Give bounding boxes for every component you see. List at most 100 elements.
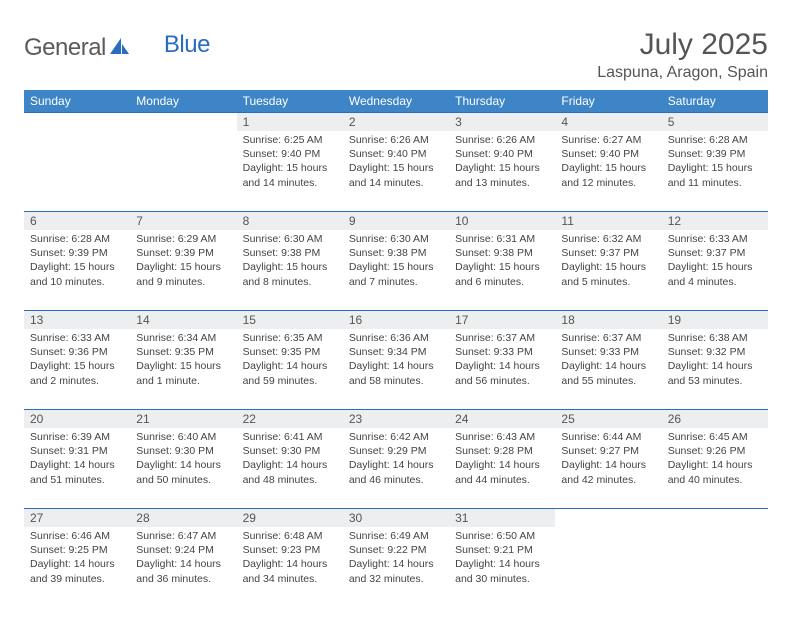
daylight-text: Daylight: 14 hours and 55 minutes. [561,359,655,387]
sunset-text: Sunset: 9:23 PM [243,543,337,557]
day-number: 29 [237,508,343,527]
sunrise-text: Sunrise: 6:26 AM [349,133,443,147]
day-number: 13 [24,310,130,329]
day-number: 15 [237,310,343,329]
daylight-text: Daylight: 14 hours and 56 minutes. [455,359,549,387]
daylight-text: Daylight: 15 hours and 13 minutes. [455,161,549,189]
sunset-text: Sunset: 9:26 PM [668,444,762,458]
day-cell: Sunrise: 6:45 AMSunset: 9:26 PMDaylight:… [662,428,768,493]
sunrise-text: Sunrise: 6:48 AM [243,529,337,543]
day-number: 23 [343,409,449,428]
month-title: July 2025 [597,28,768,62]
day-cell: Sunrise: 6:37 AMSunset: 9:33 PMDaylight:… [555,329,661,394]
day-cell-blank [555,527,661,535]
sunset-text: Sunset: 9:29 PM [349,444,443,458]
sunrise-text: Sunrise: 6:40 AM [136,430,230,444]
day-cell: Sunrise: 6:44 AMSunset: 9:27 PMDaylight:… [555,428,661,493]
sunset-text: Sunset: 9:40 PM [243,147,337,161]
day-cell: Sunrise: 6:43 AMSunset: 9:28 PMDaylight:… [449,428,555,493]
sunrise-text: Sunrise: 6:26 AM [455,133,549,147]
daylight-text: Daylight: 14 hours and 32 minutes. [349,557,443,585]
day-number: 12 [662,211,768,230]
sunset-text: Sunset: 9:32 PM [668,345,762,359]
day-cell: Sunrise: 6:37 AMSunset: 9:33 PMDaylight:… [449,329,555,394]
sunset-text: Sunset: 9:22 PM [349,543,443,557]
day-cell: Sunrise: 6:47 AMSunset: 9:24 PMDaylight:… [130,527,236,592]
day-number: 9 [343,211,449,230]
sunset-text: Sunset: 9:25 PM [30,543,124,557]
daylight-text: Daylight: 15 hours and 10 minutes. [30,260,124,288]
sunrise-text: Sunrise: 6:25 AM [243,133,337,147]
sunset-text: Sunset: 9:40 PM [455,147,549,161]
daylight-text: Daylight: 14 hours and 46 minutes. [349,458,443,486]
day-cell: Sunrise: 6:26 AMSunset: 9:40 PMDaylight:… [343,131,449,196]
weekday-header: Friday [555,90,661,112]
daynum-row: 20212223242526 [24,409,768,428]
sunset-text: Sunset: 9:39 PM [668,147,762,161]
day-cell: Sunrise: 6:33 AMSunset: 9:36 PMDaylight:… [24,329,130,394]
sunrise-text: Sunrise: 6:44 AM [561,430,655,444]
day-cell: Sunrise: 6:31 AMSunset: 9:38 PMDaylight:… [449,230,555,295]
daylight-text: Daylight: 14 hours and 34 minutes. [243,557,337,585]
daylight-text: Daylight: 14 hours and 39 minutes. [30,557,124,585]
sunset-text: Sunset: 9:30 PM [243,444,337,458]
day-cell: Sunrise: 6:49 AMSunset: 9:22 PMDaylight:… [343,527,449,592]
sunset-text: Sunset: 9:36 PM [30,345,124,359]
sunrise-text: Sunrise: 6:30 AM [243,232,337,246]
day-body-row: Sunrise: 6:33 AMSunset: 9:36 PM Daylight:… [24,329,768,409]
weekday-header: Monday [130,90,236,112]
day-number: 2 [343,112,449,131]
daylight-text: Daylight: 14 hours and 51 minutes. [30,458,124,486]
sunrise-text: Sunrise: 6:46 AM [30,529,124,543]
sunset-text: Sunset: 9:38 PM [243,246,337,260]
daylight-text: Daylight: 15 hours and 14 minutes. [243,161,337,189]
daylight-text: Daylight: 14 hours and 53 minutes. [668,359,762,387]
day-number: 31 [449,508,555,527]
sunset-text: Sunset: 9:38 PM [349,246,443,260]
sunset-text: Sunset: 9:21 PM [455,543,549,557]
day-number: 6 [24,211,130,230]
day-cell: Sunrise: 6:25 AMSunset: 9:40 PMDaylight:… [237,131,343,196]
sunset-text: Sunset: 9:24 PM [136,543,230,557]
day-number: 21 [130,409,236,428]
weekday-header: Thursday [449,90,555,112]
sunrise-text: Sunrise: 6:34 AM [136,331,230,345]
day-cell: Sunrise: 6:33 AMSunset: 9:37 PMDaylight:… [662,230,768,295]
daylight-text: Daylight: 15 hours and 1 minute. [136,359,230,387]
daylight-text: Daylight: 14 hours and 40 minutes. [668,458,762,486]
sunset-text: Sunset: 9:40 PM [561,147,655,161]
sunrise-text: Sunrise: 6:39 AM [30,430,124,444]
sunrise-text: Sunrise: 6:37 AM [561,331,655,345]
day-cell: Sunrise: 6:30 AMSunset: 9:38 PMDaylight:… [237,230,343,295]
day-cell: Sunrise: 6:39 AMSunset: 9:31 PMDaylight:… [24,428,130,493]
day-number: 7 [130,211,236,230]
day-number: 3 [449,112,555,131]
calendar-page: General Blue July 2025 Laspuna, Aragon, … [0,0,792,619]
day-number: 10 [449,211,555,230]
daylight-text: Daylight: 14 hours and 44 minutes. [455,458,549,486]
sunrise-text: Sunrise: 6:31 AM [455,232,549,246]
day-number: 22 [237,409,343,428]
day-cell: Sunrise: 6:29 AMSunset: 9:39 PMDaylight:… [130,230,236,295]
day-number: 24 [449,409,555,428]
daylight-text: Daylight: 15 hours and 6 minutes. [455,260,549,288]
day-cell: Sunrise: 6:30 AMSunset: 9:38 PMDaylight:… [343,230,449,295]
weekday-header: Saturday [662,90,768,112]
day-number-blank [130,112,236,131]
daylight-text: Daylight: 14 hours and 59 minutes. [243,359,337,387]
sunset-text: Sunset: 9:33 PM [561,345,655,359]
sunset-text: Sunset: 9:27 PM [561,444,655,458]
sunrise-text: Sunrise: 6:45 AM [668,430,762,444]
daylight-text: Daylight: 15 hours and 7 minutes. [349,260,443,288]
day-number: 19 [662,310,768,329]
day-cell: Sunrise: 6:40 AMSunset: 9:30 PMDaylight:… [130,428,236,493]
day-cell: Sunrise: 6:26 AMSunset: 9:40 PMDaylight:… [449,131,555,196]
day-number: 14 [130,310,236,329]
day-number: 28 [130,508,236,527]
sunrise-text: Sunrise: 6:33 AM [30,331,124,345]
day-cell: Sunrise: 6:28 AMSunset: 9:39 PMDaylight:… [24,230,130,295]
day-cell: Sunrise: 6:32 AMSunset: 9:37 PMDaylight:… [555,230,661,295]
day-number: 11 [555,211,661,230]
sunset-text: Sunset: 9:33 PM [455,345,549,359]
header: General Blue July 2025 Laspuna, Aragon, … [24,28,768,82]
